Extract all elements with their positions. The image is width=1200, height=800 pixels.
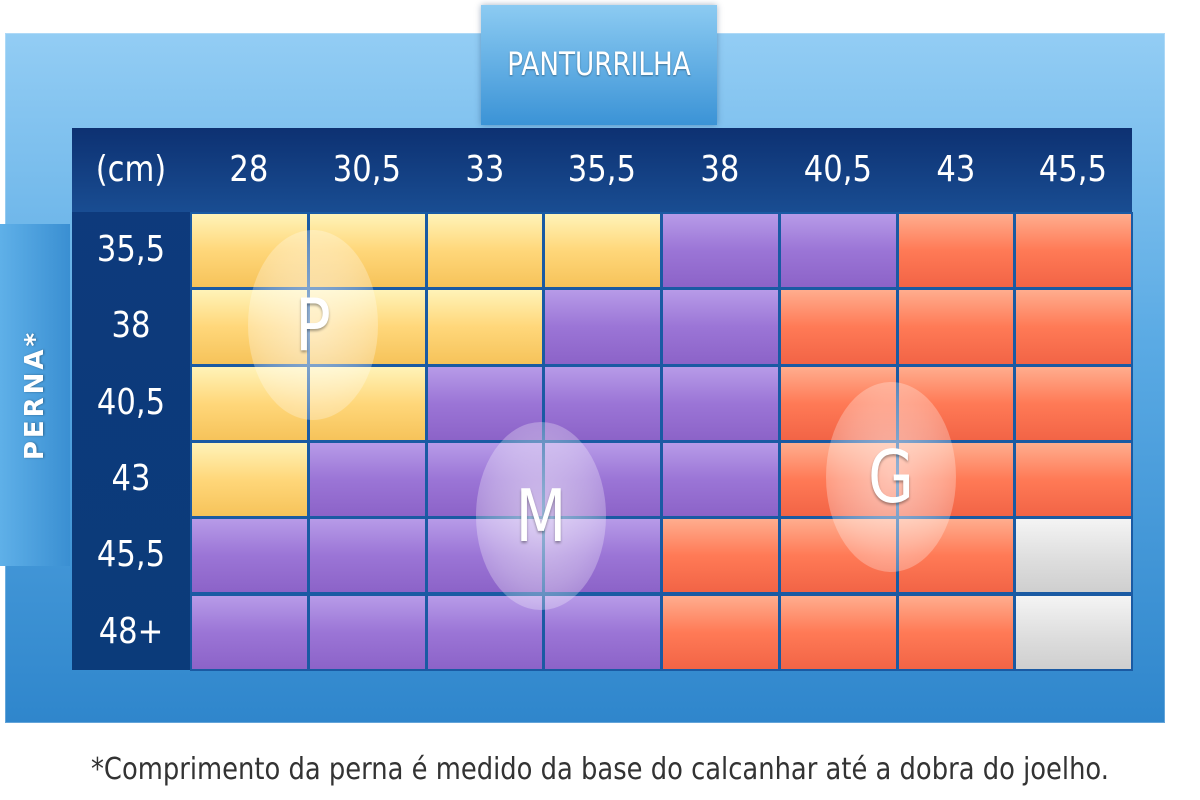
size-badge-g-letter: G: [868, 435, 914, 519]
column-label: 35,5: [568, 149, 637, 190]
column-header-label: PANTURRILHA: [507, 45, 691, 83]
row-label: 43: [111, 458, 151, 500]
column-label: 30,5: [332, 149, 401, 190]
size-badge-p: P: [248, 230, 378, 420]
size-cell-m: [190, 593, 309, 671]
size-cell-p: [190, 440, 309, 519]
size-badge-m: M: [476, 422, 606, 610]
column-label: 40,5: [803, 149, 872, 190]
column-label: 33: [464, 149, 504, 190]
size-badge-g: G: [826, 382, 956, 572]
row-label: 45,5: [96, 534, 166, 576]
footnote: *Comprimento da perna é medido da base d…: [91, 752, 1109, 787]
size-cell-m: [307, 517, 427, 595]
row-label: 35,5: [96, 229, 166, 271]
row-label: 38: [111, 305, 151, 347]
size-cell-g: [1014, 364, 1133, 442]
column-header-tab: PANTURRILHA: [481, 5, 717, 125]
header-row: [72, 128, 1132, 212]
column-label: 43: [935, 149, 975, 190]
row-label: 48+: [98, 610, 164, 652]
column-label: 28: [229, 149, 269, 190]
size-cell-none: [1014, 593, 1133, 671]
row-header-tab: PERNA*: [0, 224, 70, 566]
size-cell-g: [1014, 440, 1133, 519]
size-cell-g: [778, 593, 898, 671]
size-cell-p: [425, 212, 545, 290]
size-cell-m: [190, 517, 309, 595]
size-cell-g: [661, 517, 780, 595]
size-cell-m: [543, 288, 662, 366]
size-cell-m: [778, 212, 898, 290]
column-label: 38: [700, 149, 740, 190]
size-cell-m: [661, 288, 780, 366]
size-cell-m: [661, 440, 780, 519]
size-cell-none: [1014, 517, 1133, 595]
size-badge-m-letter: M: [515, 474, 567, 558]
row-label: 40,5: [96, 381, 166, 423]
column-label: 45,5: [1039, 149, 1108, 190]
size-cell-m: [661, 364, 780, 442]
size-badge-p-letter: P: [295, 283, 331, 367]
unit-label: (cm): [95, 149, 167, 190]
size-cell-m: [307, 593, 427, 671]
size-cell-m: [661, 212, 780, 290]
size-cell-g: [896, 288, 1016, 366]
size-cell-p: [425, 288, 545, 366]
size-cell-p: [543, 212, 662, 290]
size-cell-m: [307, 440, 427, 519]
size-cell-g: [896, 212, 1016, 290]
size-cell-g: [778, 288, 898, 366]
size-cell-g: [896, 593, 1016, 671]
size-cell-g: [661, 593, 780, 671]
row-header-label: PERNA*: [20, 329, 50, 461]
size-cell-g: [1014, 288, 1133, 366]
size-cell-g: [1014, 212, 1133, 290]
